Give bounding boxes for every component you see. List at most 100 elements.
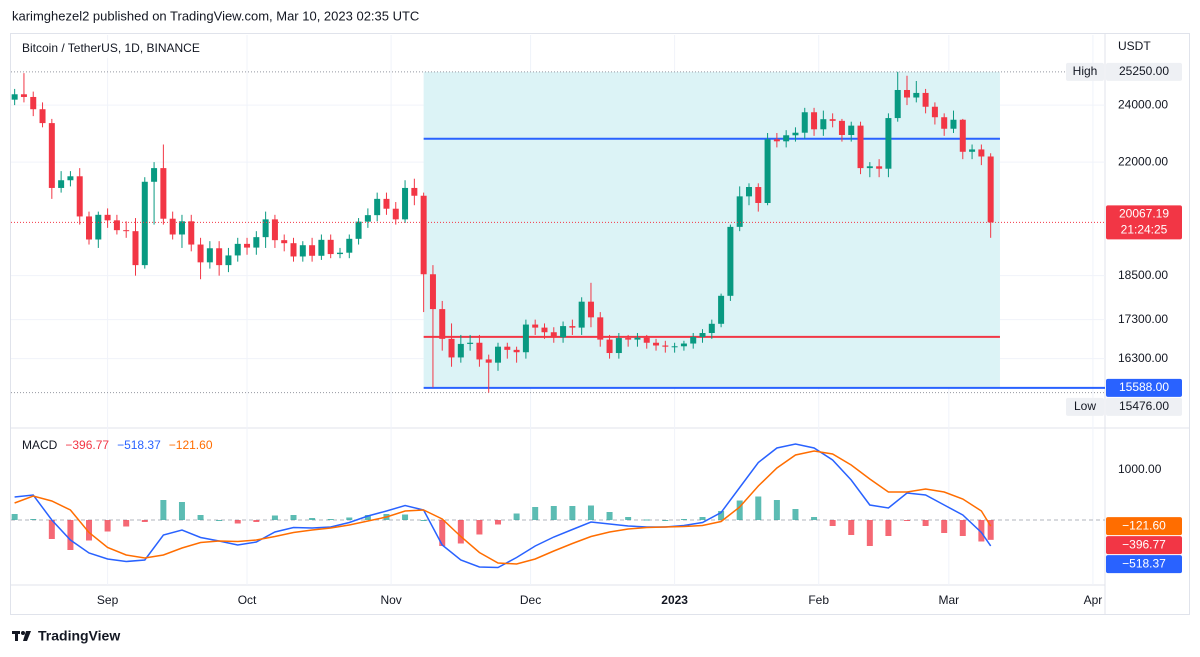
candle-body <box>123 230 130 232</box>
histogram-bar <box>346 517 353 520</box>
candle-body <box>76 176 83 217</box>
histogram-bar <box>253 520 260 522</box>
candle-body <box>299 245 306 257</box>
legend-value: −121.60 <box>169 438 213 452</box>
candle-body <box>569 326 576 328</box>
price-tag-label: 20067.19 <box>1119 207 1169 221</box>
histogram-bar <box>457 520 464 544</box>
candle-body <box>58 180 65 188</box>
candle-body <box>662 345 669 347</box>
candle-body <box>402 187 409 220</box>
candle-body <box>541 327 548 333</box>
candle-body <box>346 238 353 253</box>
brand-name: TradingView <box>38 628 120 644</box>
price-tag-label: −518.37 <box>1122 556 1166 570</box>
candle-body <box>606 339 613 354</box>
histogram-bar <box>476 520 483 535</box>
candle-body <box>374 198 381 216</box>
histogram-bar <box>829 520 836 526</box>
x-tick-label: Nov <box>380 593 401 607</box>
histogram-bar <box>160 500 167 520</box>
candle-body <box>718 295 725 324</box>
candle-body <box>550 332 557 338</box>
candle-body <box>420 195 427 275</box>
histogram-bar <box>792 509 799 520</box>
candle-body <box>290 243 297 257</box>
candle-body <box>448 338 455 358</box>
logo-stem <box>15 631 18 641</box>
volume-profile-range <box>423 71 1000 388</box>
histogram-bar <box>327 519 334 520</box>
candle-body <box>773 139 780 142</box>
candle-body <box>30 96 37 110</box>
candle-body <box>727 226 734 296</box>
candle-body <box>411 187 418 196</box>
candle-body <box>838 120 845 135</box>
histogram-bar <box>680 519 687 520</box>
candle-body <box>439 309 446 339</box>
candle-body <box>922 92 929 107</box>
histogram-bar <box>736 500 743 520</box>
price-tag-label: 15588.00 <box>1119 380 1169 394</box>
histogram-bar <box>699 517 706 520</box>
logo-slash <box>23 631 31 641</box>
price-tag <box>1106 397 1182 416</box>
candle-body <box>801 112 808 133</box>
candle-body <box>253 237 260 248</box>
candle-body <box>931 106 938 118</box>
histogram-bar <box>662 520 669 521</box>
axis-unit: USDT <box>1118 39 1151 53</box>
x-tick-label: Oct <box>238 593 257 607</box>
candle-body <box>392 208 399 220</box>
histogram-bar <box>11 514 18 520</box>
candle-body <box>597 317 604 340</box>
candle-body <box>690 336 697 344</box>
labels: Bitcoin / TetherUS, 1D, BINANCE USDT MAC… <box>14 39 1151 452</box>
candle-body <box>820 119 827 130</box>
histogram-bar <box>848 520 855 535</box>
price-tag <box>1106 205 1182 240</box>
histogram-bar <box>922 520 929 526</box>
candle-body <box>225 255 232 266</box>
y-tick-label: 24000.00 <box>1118 97 1168 111</box>
candle-body <box>634 337 641 340</box>
histogram-bar <box>959 520 966 536</box>
y-tick-label: 22000.00 <box>1118 154 1168 168</box>
histogram-bar <box>718 511 725 520</box>
histogram-bar <box>178 502 185 520</box>
candle-body <box>216 248 223 266</box>
histogram-bar <box>30 519 37 520</box>
candle-body <box>708 323 715 334</box>
histogram-bar <box>811 517 818 520</box>
chart-title: Bitcoin / TetherUS, 1D, BINANCE <box>22 41 200 55</box>
candle-body <box>736 196 743 227</box>
histogram-bar <box>569 506 576 520</box>
candle-body <box>764 139 771 203</box>
histogram-bar <box>402 514 409 520</box>
candle-body <box>495 346 502 363</box>
histogram-bar <box>141 520 148 522</box>
price-tag <box>1106 378 1182 397</box>
x-tick-label: Feb <box>808 593 829 607</box>
legend-value: −518.37 <box>117 438 161 452</box>
chart-frame <box>10 33 1190 615</box>
histogram-bar <box>67 520 74 550</box>
candle-body <box>48 123 55 188</box>
candle-body <box>969 149 976 152</box>
candle-body <box>95 214 102 240</box>
price-tag-label: 25250.00 <box>1119 64 1169 78</box>
y-tick-label: 1000.00 <box>1118 462 1162 476</box>
price-tag-caption-box <box>1066 62 1104 81</box>
macd-title: MACD <box>22 438 58 452</box>
histogram-bar <box>978 520 985 542</box>
histogram-bar <box>643 519 650 521</box>
candle-body <box>364 215 371 222</box>
histogram-bar <box>216 520 223 521</box>
histogram-bar <box>941 520 948 533</box>
histogram-bar <box>625 517 632 520</box>
candle-body <box>671 346 678 348</box>
axes: 24000.00 22000.00 18500.00 17300.00 16300.00… <box>97 62 1182 607</box>
price-tag-label: 15476.00 <box>1119 399 1169 413</box>
candle-body <box>783 135 790 142</box>
candle-body <box>866 166 873 169</box>
